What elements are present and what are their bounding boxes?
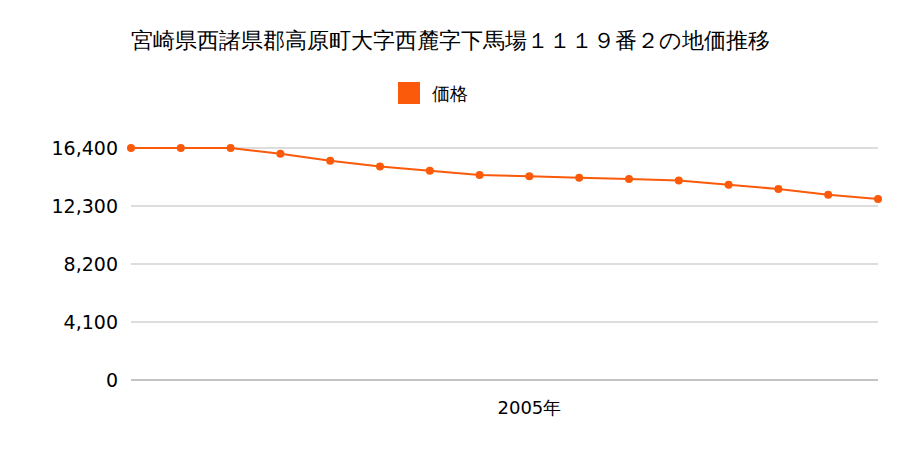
point <box>476 171 484 179</box>
grid-line <box>131 264 878 265</box>
title: 宮崎県西諸県郡高原町大字西麓字下馬場１１１９番２の地価推移 <box>131 28 770 53</box>
point <box>725 181 733 189</box>
point <box>525 172 533 180</box>
y-tick-label: 8,200 <box>64 253 118 275</box>
y-tick-label: 0 <box>106 369 118 391</box>
point <box>177 144 185 152</box>
grid-line <box>131 148 878 149</box>
point <box>227 144 235 152</box>
legend-swatch <box>398 82 420 104</box>
legend-label: 価格 <box>432 83 468 104</box>
grid-line <box>131 380 878 381</box>
point <box>774 185 782 193</box>
grid-line <box>131 322 878 323</box>
y-tick-label: 16,400 <box>52 137 118 159</box>
point <box>675 177 683 185</box>
x-tick-label: 2005年 <box>497 397 561 418</box>
point <box>874 195 882 203</box>
plot-area <box>127 144 882 203</box>
y-tick-label: 12,300 <box>52 195 118 217</box>
point <box>127 144 135 152</box>
series-line <box>131 148 878 199</box>
point <box>824 191 832 199</box>
y-tick-label: 4,100 <box>64 311 118 333</box>
point <box>575 174 583 182</box>
point <box>625 175 633 183</box>
point <box>326 157 334 165</box>
point <box>376 162 384 170</box>
chart: 宮崎県西諸県郡高原町大字西麓字下馬場１１１９番２の地価推移価格 0 4,100 8,2… <box>0 0 900 450</box>
grid-line <box>131 206 878 207</box>
point <box>276 150 284 158</box>
point <box>426 167 434 175</box>
